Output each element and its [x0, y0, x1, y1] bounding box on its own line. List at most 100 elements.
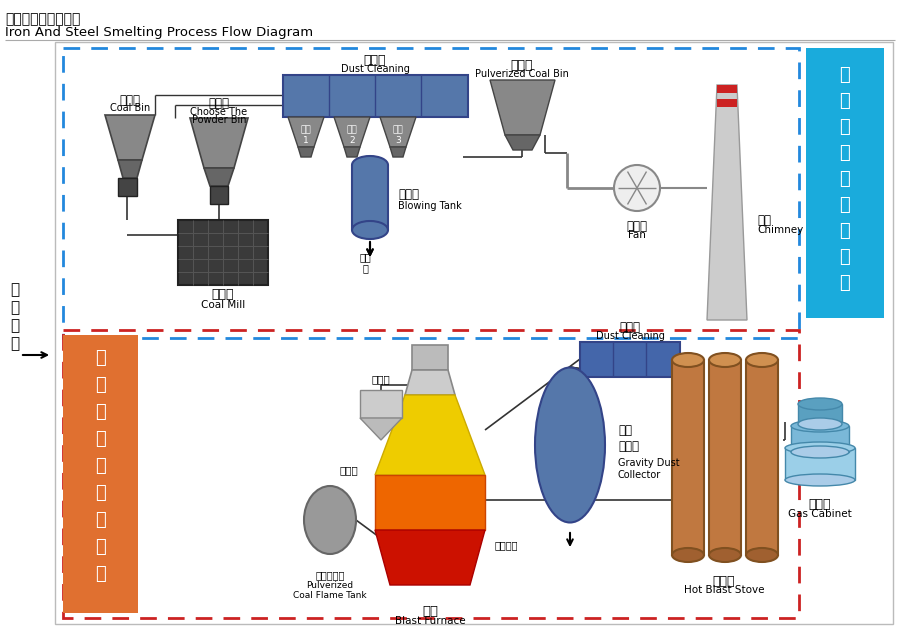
Ellipse shape — [746, 548, 778, 562]
Text: 至高
炉: 至高 炉 — [359, 252, 371, 273]
Text: 粉仓
2: 粉仓 2 — [346, 125, 357, 145]
Polygon shape — [118, 160, 142, 178]
Text: 热风炉: 热风炉 — [713, 575, 735, 588]
Text: 工: 工 — [95, 457, 106, 475]
Text: Gravity Dust: Gravity Dust — [618, 458, 680, 468]
Text: 钢: 钢 — [11, 282, 20, 297]
Text: 程: 程 — [95, 538, 106, 556]
Text: 煤粉仓: 煤粉仓 — [511, 59, 533, 72]
Text: 程: 程 — [840, 248, 850, 266]
Bar — [785, 448, 855, 480]
Bar — [63, 335, 138, 613]
Bar — [709, 360, 741, 555]
Text: 粉仓
3: 粉仓 3 — [392, 125, 403, 145]
Text: 高: 高 — [840, 66, 850, 84]
Bar — [283, 75, 468, 117]
Bar — [806, 48, 884, 318]
Text: Dust Cleaning: Dust Cleaning — [340, 64, 410, 74]
Text: 流: 流 — [95, 511, 106, 529]
Text: 重力: 重力 — [618, 423, 632, 437]
Bar — [717, 99, 737, 107]
Text: 收尘器: 收尘器 — [364, 54, 386, 67]
Text: Iron And Steel Smelting Process Flow Diagram: Iron And Steel Smelting Process Flow Dia… — [5, 26, 313, 39]
Text: 喷煤管: 喷煤管 — [339, 465, 358, 475]
Text: 铁: 铁 — [11, 301, 20, 316]
Ellipse shape — [672, 548, 704, 562]
Text: 收尘器: 收尘器 — [618, 440, 639, 454]
Ellipse shape — [785, 474, 855, 486]
Text: 粉仓
1: 粉仓 1 — [301, 125, 311, 145]
Text: Dust Cleaning: Dust Cleaning — [596, 331, 664, 341]
Text: 喷: 喷 — [840, 118, 850, 136]
Text: 治: 治 — [11, 319, 20, 333]
Ellipse shape — [798, 398, 842, 410]
Text: Blast Furnace: Blast Furnace — [395, 616, 465, 626]
Polygon shape — [204, 168, 234, 186]
Ellipse shape — [798, 418, 842, 430]
Text: Powder Bin: Powder Bin — [192, 115, 247, 125]
Polygon shape — [405, 370, 455, 395]
Polygon shape — [334, 117, 370, 147]
Text: 收尘器: 收尘器 — [619, 321, 641, 334]
Text: 高: 高 — [95, 349, 106, 367]
Text: Coal Bin: Coal Bin — [110, 103, 150, 113]
Text: 喷吹罐: 喷吹罐 — [398, 188, 419, 202]
Text: 图: 图 — [95, 565, 106, 583]
Ellipse shape — [535, 367, 605, 522]
Text: Gas Cabinet: Gas Cabinet — [788, 509, 852, 519]
Text: 铁: 铁 — [95, 430, 106, 448]
Polygon shape — [390, 147, 406, 157]
Text: Fan: Fan — [628, 230, 646, 240]
Bar — [798, 404, 842, 424]
Text: 煤粉喷火罐: 煤粉喷火罐 — [315, 570, 345, 580]
Polygon shape — [412, 345, 448, 370]
Bar — [791, 426, 849, 452]
Polygon shape — [380, 117, 416, 147]
Text: 铁水出口: 铁水出口 — [495, 540, 518, 550]
Text: 烟囱: 烟囱 — [757, 214, 771, 227]
Ellipse shape — [791, 420, 849, 432]
Bar — [580, 342, 680, 377]
Text: 炼: 炼 — [95, 403, 106, 421]
Text: 炉: 炉 — [840, 92, 850, 110]
Bar — [352, 165, 388, 230]
Text: Chimney: Chimney — [757, 225, 803, 235]
Bar — [672, 360, 704, 555]
Polygon shape — [375, 475, 485, 530]
Text: 图: 图 — [840, 274, 850, 292]
Polygon shape — [490, 80, 555, 135]
Text: 引风机: 引风机 — [626, 220, 647, 233]
Polygon shape — [375, 395, 485, 475]
Circle shape — [614, 165, 660, 211]
Bar — [63, 330, 799, 618]
Ellipse shape — [304, 486, 356, 554]
Bar — [210, 186, 228, 204]
Polygon shape — [288, 117, 324, 147]
Ellipse shape — [746, 353, 778, 367]
Bar — [178, 220, 268, 285]
Polygon shape — [344, 147, 360, 157]
Text: Pulverized: Pulverized — [306, 581, 354, 590]
Ellipse shape — [785, 442, 855, 454]
Polygon shape — [707, 85, 747, 320]
Text: Coal Mill: Coal Mill — [201, 300, 245, 310]
Ellipse shape — [709, 548, 741, 562]
Text: 艺: 艺 — [95, 484, 106, 502]
Polygon shape — [190, 118, 248, 168]
Text: 炉: 炉 — [95, 376, 106, 394]
Polygon shape — [360, 418, 402, 440]
Text: Blowing Tank: Blowing Tank — [398, 201, 462, 211]
Text: 煤: 煤 — [840, 144, 850, 162]
Text: 炼: 炼 — [11, 336, 20, 352]
Ellipse shape — [352, 156, 388, 174]
Text: Collector: Collector — [618, 470, 662, 480]
Text: 磨煤机: 磨煤机 — [212, 289, 234, 302]
Text: Coal Flame Tank: Coal Flame Tank — [293, 591, 367, 600]
Text: 喷料车: 喷料车 — [372, 374, 391, 384]
Ellipse shape — [709, 353, 741, 367]
Text: Hot Blast Stove: Hot Blast Stove — [684, 585, 764, 595]
Text: 高炉: 高炉 — [422, 605, 438, 618]
Ellipse shape — [352, 221, 388, 239]
Bar — [63, 48, 799, 338]
Bar — [717, 85, 737, 93]
